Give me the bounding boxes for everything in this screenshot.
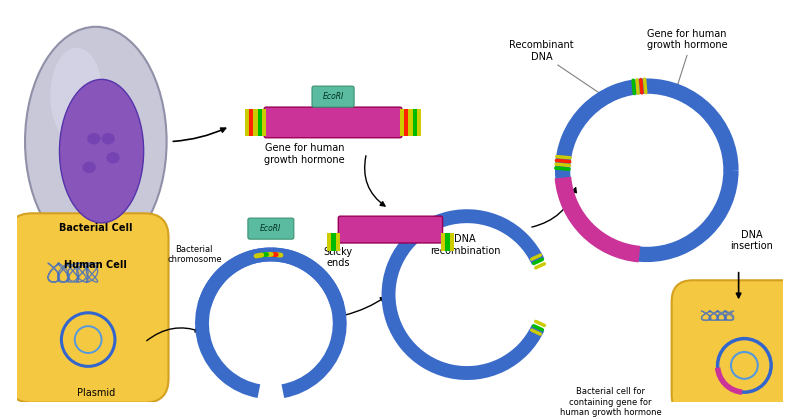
FancyBboxPatch shape: [8, 213, 169, 403]
Text: Bacterial
chromosome: Bacterial chromosome: [167, 245, 222, 264]
Ellipse shape: [82, 162, 96, 173]
FancyBboxPatch shape: [312, 86, 354, 107]
Ellipse shape: [106, 152, 120, 163]
Text: DNA
insertion: DNA insertion: [730, 230, 774, 251]
Bar: [327, 234, 331, 251]
Bar: [441, 234, 445, 251]
Bar: [331, 234, 336, 251]
Bar: [262, 109, 266, 136]
Text: DNA
recombination: DNA recombination: [430, 234, 500, 256]
Bar: [445, 234, 450, 251]
Bar: [450, 234, 454, 251]
Text: EcoRI: EcoRI: [322, 92, 344, 101]
Bar: [245, 109, 250, 136]
Bar: [400, 109, 404, 136]
Text: Human Cell: Human Cell: [64, 260, 127, 270]
Text: Gene for human
growth hormone: Gene for human growth hormone: [646, 29, 727, 50]
Text: Plasmid: Plasmid: [77, 388, 115, 398]
Ellipse shape: [50, 48, 103, 144]
Text: Bacterial cell for
containing gene for
human growth hormone: Bacterial cell for containing gene for h…: [559, 387, 662, 417]
Ellipse shape: [25, 27, 166, 256]
Ellipse shape: [102, 133, 115, 144]
Bar: [404, 109, 409, 136]
Bar: [409, 109, 413, 136]
Bar: [254, 109, 258, 136]
Ellipse shape: [87, 133, 101, 144]
Bar: [336, 234, 340, 251]
FancyBboxPatch shape: [672, 280, 800, 416]
Text: Recombinant
DNA: Recombinant DNA: [510, 40, 574, 62]
Bar: [258, 109, 262, 136]
FancyBboxPatch shape: [338, 216, 442, 243]
Bar: [250, 109, 254, 136]
Text: Gene for human
growth hormone: Gene for human growth hormone: [264, 144, 345, 165]
Ellipse shape: [59, 79, 144, 223]
FancyBboxPatch shape: [248, 218, 294, 239]
Text: Sticky
ends: Sticky ends: [323, 247, 352, 268]
Bar: [417, 109, 421, 136]
FancyBboxPatch shape: [264, 107, 402, 138]
Text: Bacterial Cell: Bacterial Cell: [59, 223, 133, 234]
Bar: [413, 109, 417, 136]
Text: EcoRI: EcoRI: [260, 224, 282, 233]
